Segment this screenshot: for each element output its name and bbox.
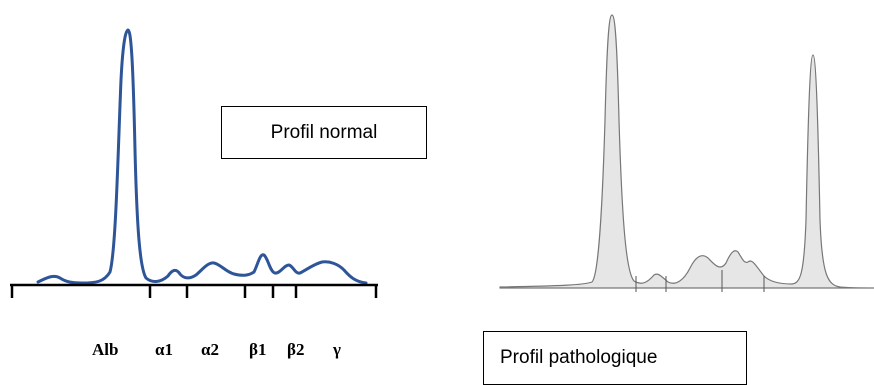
- fraction-label-alpha2: α2: [201, 340, 219, 359]
- normal-profile-graph: [10, 28, 378, 298]
- fraction-label-alpha1: α1: [155, 340, 173, 359]
- normal-profile-axis-ticks: [10, 285, 378, 298]
- pathologic-profile-label: Profil pathologique: [500, 347, 658, 368]
- pathologic-profile-label-box: Profil pathologique: [483, 331, 747, 385]
- pathologic-profile-separators: [635, 270, 765, 292]
- normal-profile-label-box: Profil normal: [221, 106, 427, 159]
- normal-profile-label: Profil normal: [270, 121, 378, 143]
- fraction-label-beta2: β2: [287, 340, 305, 359]
- pathologic-profile-graph: [499, 14, 874, 292]
- fraction-label-alb: Alb: [92, 340, 119, 359]
- normal-profile-curve: [36, 28, 368, 285]
- pathologic-profile-area: [499, 14, 874, 289]
- fraction-label-gamma: γ: [333, 340, 341, 359]
- fraction-label-beta1: β1: [249, 340, 267, 359]
